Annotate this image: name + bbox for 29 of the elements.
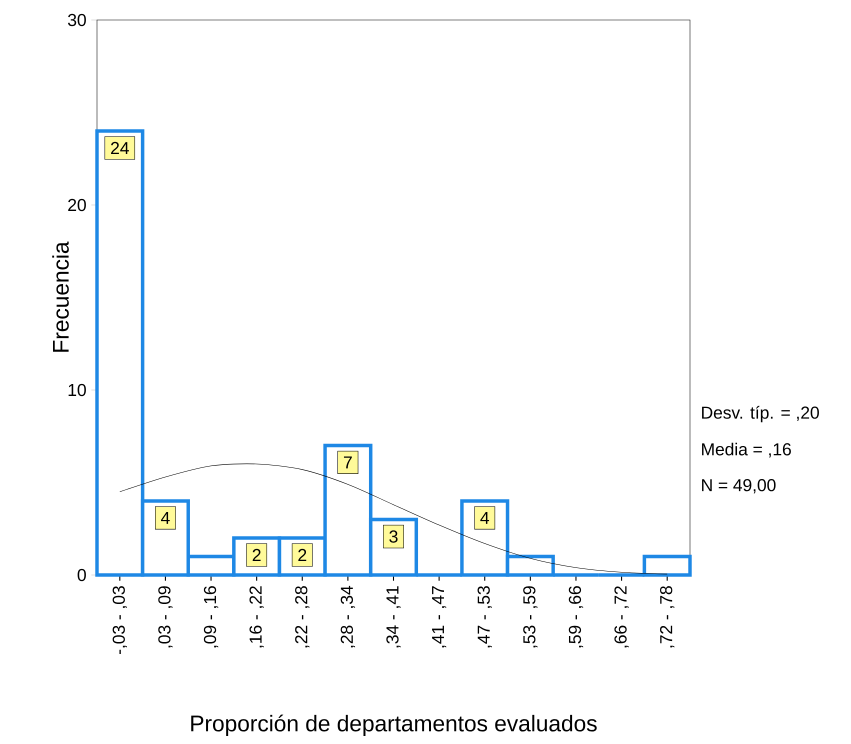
y-tick-label: 20 [68,198,86,212]
x-tick-label: ,41 - ,47 [432,586,446,648]
x-tick-label: ,47 - ,53 [478,586,492,648]
text: Desv. típ. = ,20 [702,406,819,422]
y-axis-title: Frecuencia [52,241,69,352]
x-tick-label: ,09 - ,16 [204,586,218,648]
text: N = 49,00 [702,479,776,494]
x-tick-label: ,16 - ,22 [249,586,264,648]
data-label: 4 [161,512,170,524]
text: Media = ,16 [702,442,791,458]
x-tick-label: ,03 - ,09 [158,586,173,648]
data-label: 3 [389,530,398,543]
x-axis-title: Proporción de departamentos evaluados [191,714,597,736]
x-tick-label: ,22 - ,28 [295,586,310,648]
x-tick-label: ,59 - ,66 [568,586,584,648]
data-label: 4 [480,512,490,524]
x-tick-label: ,28 - ,34 [340,586,356,648]
x-tick-label: ,72 - ,78 [660,586,674,648]
data-label: 7 [344,456,352,468]
data-label: 24 [111,142,129,154]
data-label: 2 [298,548,306,562]
x-tick-label: -,03 - ,03 [112,586,127,654]
x-tick-label: ,66 - ,72 [614,586,629,648]
y-tick-label: 30 [68,14,86,26]
x-tick-label: ,53 - ,59 [523,586,538,648]
x-tick-label: ,34 - ,41 [386,586,401,648]
y-tick-label: 10 [68,384,86,396]
y-tick-label: 0 [78,568,86,582]
data-label: 2 [252,548,261,562]
